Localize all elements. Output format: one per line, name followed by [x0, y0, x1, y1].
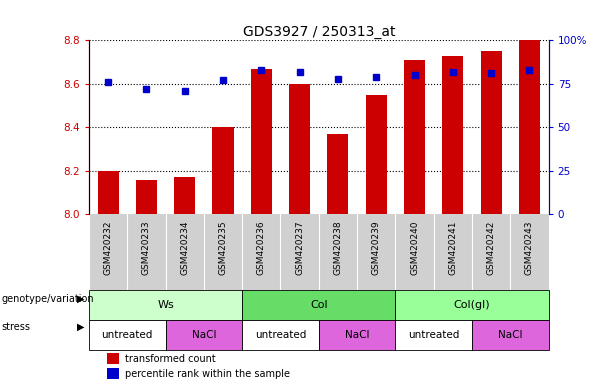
Text: Ws: Ws: [157, 300, 174, 310]
Bar: [97, 171, 118, 214]
Bar: [174, 177, 195, 214]
Text: NaCl: NaCl: [345, 330, 369, 340]
Text: GSM420238: GSM420238: [333, 220, 343, 275]
Text: Col: Col: [310, 300, 327, 310]
Text: NaCl: NaCl: [498, 330, 522, 340]
Bar: [242, 320, 319, 350]
Text: GSM420240: GSM420240: [410, 220, 419, 275]
Text: GSM420242: GSM420242: [487, 220, 496, 275]
Text: GSM420241: GSM420241: [448, 220, 457, 275]
Text: GSM420233: GSM420233: [142, 220, 151, 275]
Text: GSM420239: GSM420239: [371, 220, 381, 275]
Bar: [395, 290, 549, 320]
Text: GSM420237: GSM420237: [295, 220, 304, 275]
Bar: [443, 56, 463, 214]
Bar: [166, 320, 242, 350]
Bar: [89, 320, 166, 350]
Bar: [519, 40, 540, 214]
Bar: [395, 320, 472, 350]
Text: NaCl: NaCl: [192, 330, 216, 340]
Bar: [136, 179, 157, 214]
Bar: [327, 134, 348, 214]
Text: transformed count: transformed count: [125, 354, 216, 364]
Title: GDS3927 / 250313_at: GDS3927 / 250313_at: [243, 25, 395, 39]
Bar: [107, 368, 119, 379]
Bar: [89, 290, 242, 320]
Bar: [472, 320, 549, 350]
Text: stress: stress: [2, 322, 31, 332]
Text: untreated: untreated: [408, 330, 459, 340]
Bar: [289, 84, 310, 214]
Text: percentile rank within the sample: percentile rank within the sample: [125, 369, 290, 379]
Bar: [319, 320, 395, 350]
Bar: [404, 60, 425, 214]
Bar: [366, 95, 387, 214]
Bar: [251, 69, 272, 214]
Bar: [107, 353, 119, 364]
Text: ▶: ▶: [77, 322, 85, 332]
Text: GSM420232: GSM420232: [104, 220, 113, 275]
Text: GSM420243: GSM420243: [525, 220, 534, 275]
Text: ▶: ▶: [77, 294, 85, 304]
Bar: [481, 51, 501, 214]
Bar: [213, 127, 234, 214]
Text: GSM420236: GSM420236: [257, 220, 266, 275]
Text: Col(gl): Col(gl): [454, 300, 490, 310]
Text: GSM420234: GSM420234: [180, 220, 189, 275]
Bar: [242, 290, 395, 320]
Text: untreated: untreated: [255, 330, 306, 340]
Text: GSM420235: GSM420235: [218, 220, 227, 275]
Text: genotype/variation: genotype/variation: [2, 294, 94, 304]
Text: untreated: untreated: [102, 330, 153, 340]
